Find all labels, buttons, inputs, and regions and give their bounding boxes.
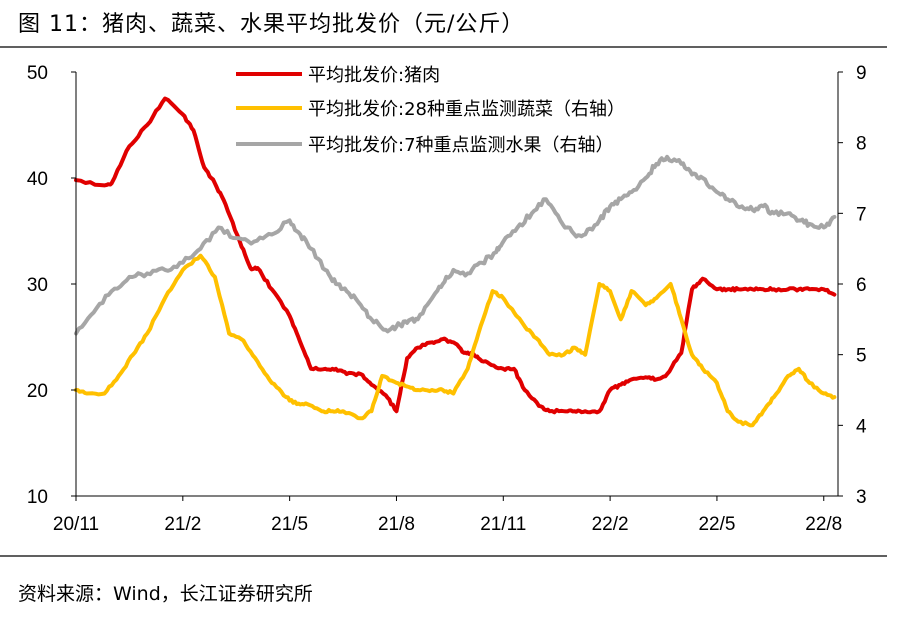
y-right-tick-label: 4: [856, 416, 867, 437]
series-line-vegetables: [74, 253, 837, 428]
source-note: 资料来源：Wind，长江证券研究所: [18, 583, 313, 605]
figure-title: 图 11：猪肉、蔬菜、水果平均批发价（元/公斤）: [18, 12, 525, 37]
y-right-tick-label: 6: [856, 275, 867, 296]
x-tick-label: 21/8: [378, 514, 415, 535]
legend-item-vegetables: 平均批发价:28种重点监测蔬菜（右轴）: [236, 99, 625, 120]
x-tick-label: 21/2: [164, 514, 201, 535]
x-tick-label: 21/5: [271, 514, 308, 535]
legend-label: 平均批发价:7种重点监测水果（右轴）: [308, 135, 614, 156]
y-right-tick-label: 8: [856, 134, 867, 155]
x-tick-label: 22/8: [805, 514, 842, 535]
y-right-tick-label: 7: [856, 204, 867, 225]
y-right-tick-label: 5: [856, 346, 867, 367]
legend-label: 平均批发价:28种重点监测蔬菜（右轴）: [308, 99, 625, 120]
legend-label: 平均批发价:猪肉: [308, 65, 440, 86]
x-tick-label: 21/11: [480, 514, 526, 535]
y-left-tick-label: 50: [27, 63, 48, 84]
x-tick-label: 20/11: [53, 514, 99, 535]
y-left-tick-label: 20: [27, 381, 48, 402]
series-line-fruits: [74, 154, 837, 336]
y-right-tick-label: 9: [856, 63, 867, 84]
legend-item-fruits: 平均批发价:7种重点监测水果（右轴）: [236, 135, 614, 156]
x-tick-label: 22/2: [592, 514, 629, 535]
y-right-tick-label: 3: [856, 487, 867, 508]
y-left-tick-label: 10: [27, 487, 48, 508]
legend-item-pork: 平均批发价:猪肉: [236, 65, 440, 86]
y-left-tick-label: 30: [27, 275, 48, 296]
x-tick-label: 22/5: [698, 514, 735, 535]
y-left-tick-label: 40: [27, 169, 48, 190]
